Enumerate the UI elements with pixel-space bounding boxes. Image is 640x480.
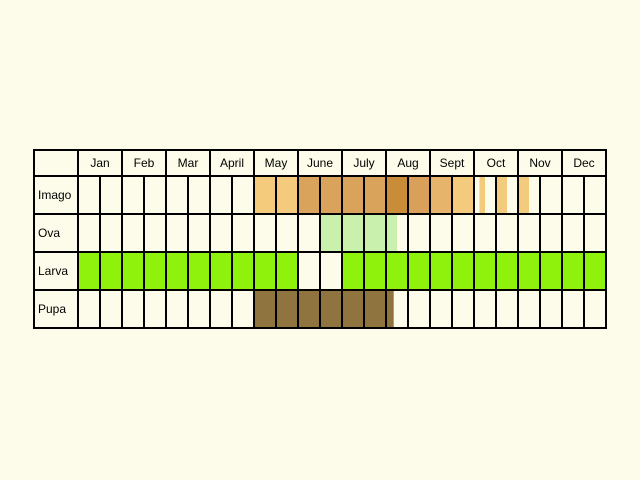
month-label: Nov [529,156,550,170]
month-label: Dec [573,156,594,170]
month-label: June [307,156,333,170]
imago-fill [496,176,507,214]
row-label-ova: Ova [38,226,60,240]
month-label: Mar [178,156,199,170]
month-label: April [220,156,244,170]
row-label-larva: Larva [38,264,68,278]
month-label: Jan [90,156,109,170]
imago-fill [479,176,485,214]
imago-fill [386,176,408,214]
month-label: Oct [487,156,506,170]
month-label: July [353,156,374,170]
imago-fill [452,176,474,214]
pupa-fill [254,290,394,328]
month-label: Sept [440,156,465,170]
imago-fill [408,176,430,214]
imago-fill [430,176,452,214]
month-label: Feb [134,156,155,170]
month-label: Aug [397,156,418,170]
labels: Jan Feb Mar April May June July Aug Sept Oct Nov De… [38,156,595,316]
month-label: May [265,156,288,170]
row-label-imago: Imago [38,188,72,202]
row-label-pupa: Pupa [38,302,66,316]
ova-fill [320,214,397,252]
grid-lines [33,149,607,329]
imago-fill [518,176,529,214]
